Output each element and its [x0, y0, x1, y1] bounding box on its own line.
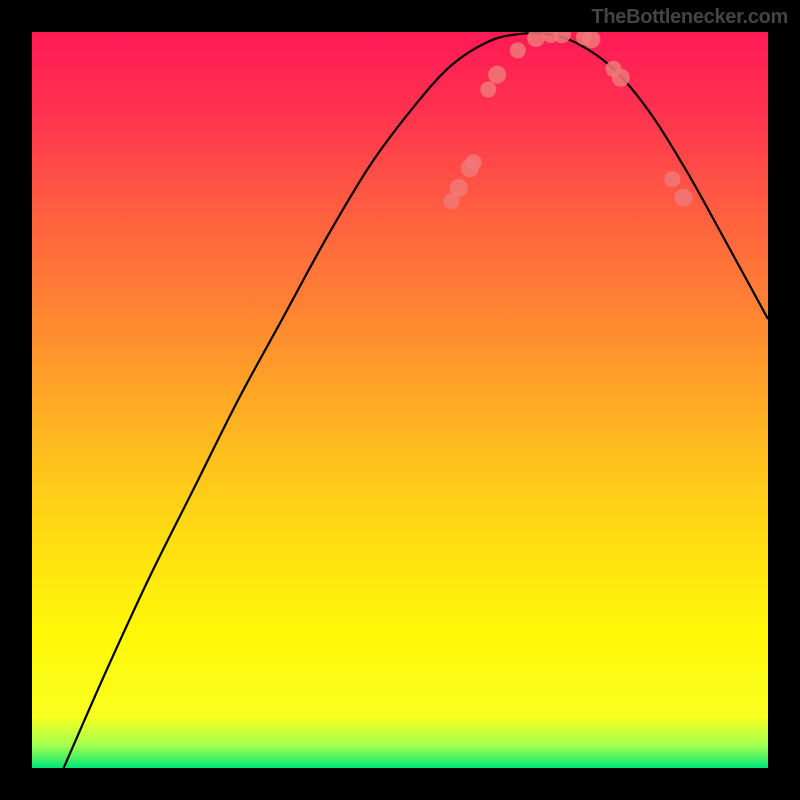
data-marker: [510, 42, 526, 58]
data-marker: [527, 32, 545, 47]
data-marker: [480, 81, 496, 97]
watermark-text: TheBottlenecker.com: [591, 6, 788, 29]
data-marker: [674, 189, 692, 207]
data-marker: [582, 32, 600, 48]
data-marker: [466, 154, 482, 170]
data-marker: [612, 69, 630, 87]
data-marker: [488, 66, 506, 84]
curve-layer: [32, 32, 768, 768]
bottleneck-curve: [64, 33, 768, 768]
plot-area: [32, 32, 768, 768]
data-marker: [664, 171, 680, 187]
data-marker: [450, 179, 468, 197]
data-marker: [553, 32, 571, 43]
